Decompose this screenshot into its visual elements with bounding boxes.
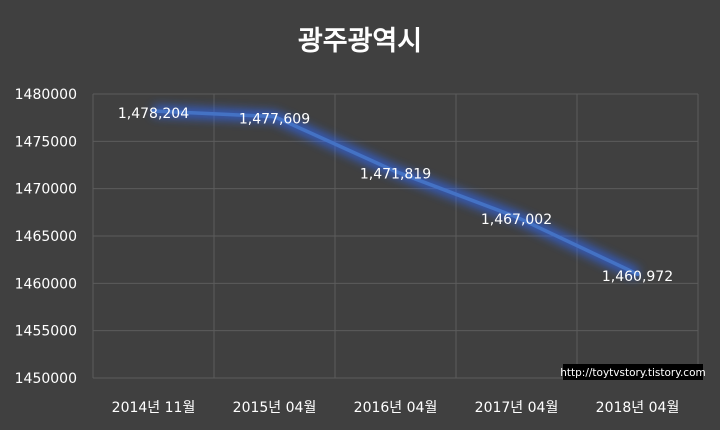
y-tick-label: 1455000 <box>15 324 77 340</box>
data-labels: 1,478,204 1,477,609 1,471,819 1,467,002 1,46… <box>118 106 673 285</box>
x-tick-label: 2017년 04월 <box>475 400 559 416</box>
x-tick-label: 2016년 04월 <box>354 400 438 416</box>
y-tick-label: 1475000 <box>15 134 77 150</box>
data-point <box>272 114 277 119</box>
x-tick-label: 2014년 11월 <box>112 400 196 416</box>
x-tick-label: 2015년 04월 <box>233 400 317 416</box>
data-point <box>635 272 640 277</box>
x-tick-label: 2018년 04월 <box>596 400 680 416</box>
grid <box>92 93 699 379</box>
y-tick-label: 1465000 <box>15 229 77 245</box>
y-tick-label: 1480000 <box>15 87 77 103</box>
watermark-background <box>563 364 703 380</box>
data-point <box>151 109 156 114</box>
series-layer <box>151 106 640 279</box>
y-tick-label: 1460000 <box>15 276 77 292</box>
data-label: 1,467,002 <box>481 212 552 228</box>
data-label: 1,477,609 <box>239 112 310 128</box>
x-axis: 2014년 11월 2015년 04월 2016년 04월 2017년 04월 2018… <box>112 400 680 416</box>
data-point <box>393 169 398 174</box>
watermark-text: http://toytvstory.tistory.com <box>560 367 705 379</box>
y-axis: 1480000 1475000 1470000 1465000 1460000 14550… <box>15 87 77 387</box>
data-point <box>514 215 519 220</box>
data-label: 1,471,819 <box>360 166 431 182</box>
y-tick-label: 1470000 <box>15 182 77 198</box>
y-tick-label: 1450000 <box>15 371 77 387</box>
data-label: 1,460,972 <box>602 269 673 285</box>
chart-title: 광주광역시 <box>298 26 422 57</box>
watermark: http://toytvstory.tistory.com <box>560 364 706 380</box>
data-label: 1,478,204 <box>118 106 189 122</box>
